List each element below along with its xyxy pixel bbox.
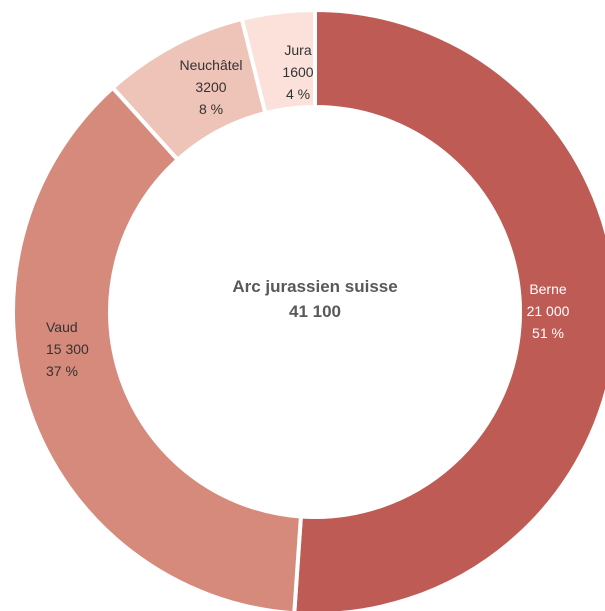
slice-pct-0: 51 %	[532, 325, 564, 341]
slice-label-0: Berne	[529, 281, 567, 297]
donut-slices	[11, 7, 605, 611]
slice-label-2: Neuchâtel	[179, 57, 242, 73]
slice-pct-1: 37 %	[46, 363, 78, 379]
center-total: 41 100	[289, 302, 341, 321]
slice-value-3: 1600	[282, 64, 313, 80]
slice-label-3: Jura	[284, 42, 311, 58]
slice-berne	[292, 7, 605, 611]
center-label: Arc jurassien suisse 41 100	[232, 277, 397, 321]
slice-labels: Berne 21 000 51 % Vaud 15 300 37 % Neuchâtel 32…	[46, 42, 570, 379]
center-title: Arc jurassien suisse	[232, 277, 397, 296]
slice-jura	[239, 7, 317, 116]
slice-value-1: 15 300	[46, 341, 89, 357]
slice-value-0: 21 000	[527, 303, 570, 319]
slice-vaud	[11, 84, 304, 611]
slice-pct-2: 8 %	[199, 101, 223, 117]
slice-label-1: Vaud	[46, 319, 78, 335]
slice-pct-3: 4 %	[286, 86, 310, 102]
slice-value-2: 3200	[195, 79, 226, 95]
